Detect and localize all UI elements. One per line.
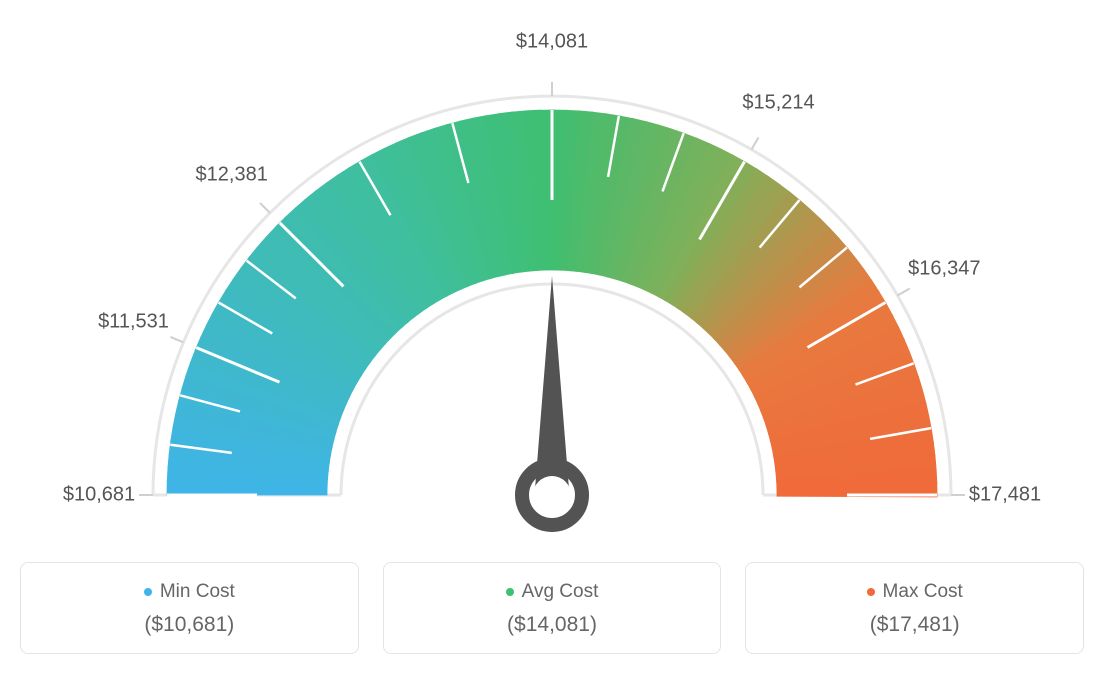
max-cost-title: Max Cost (756, 581, 1073, 603)
avg-dot-icon (506, 588, 514, 596)
gauge-tick-label: $17,481 (969, 484, 1041, 507)
gauge-tick-label: $15,214 (742, 91, 814, 114)
avg-cost-label: Avg Cost (522, 581, 599, 602)
avg-cost-title: Avg Cost (394, 581, 711, 603)
min-dot-icon (144, 588, 152, 596)
avg-cost-card: Avg Cost ($14,081) (383, 562, 722, 654)
min-cost-title: Min Cost (31, 581, 348, 603)
min-cost-label: Min Cost (160, 581, 235, 602)
gauge-tick-label: $12,381 (196, 163, 268, 186)
summary-cards: Min Cost ($10,681) Avg Cost ($14,081) Ma… (20, 562, 1084, 654)
max-cost-value: ($17,481) (756, 613, 1073, 637)
min-cost-value: ($10,681) (31, 613, 348, 637)
min-cost-card: Min Cost ($10,681) (20, 562, 359, 654)
gauge-tick-label: $14,081 (516, 31, 588, 54)
gauge-tick-label: $10,681 (63, 484, 135, 507)
avg-cost-value: ($14,081) (394, 613, 711, 637)
gauge-tick-label: $11,531 (98, 310, 169, 333)
max-dot-icon (867, 588, 875, 596)
max-cost-label: Max Cost (883, 581, 963, 602)
gauge-container: $10,681 $11,531 $12,381 $14,081 $15,214 $16,3… (20, 20, 1084, 550)
gauge-tick-label: $16,347 (908, 257, 980, 280)
gauge-svg (20, 20, 1084, 550)
max-cost-card: Max Cost ($17,481) (745, 562, 1084, 654)
